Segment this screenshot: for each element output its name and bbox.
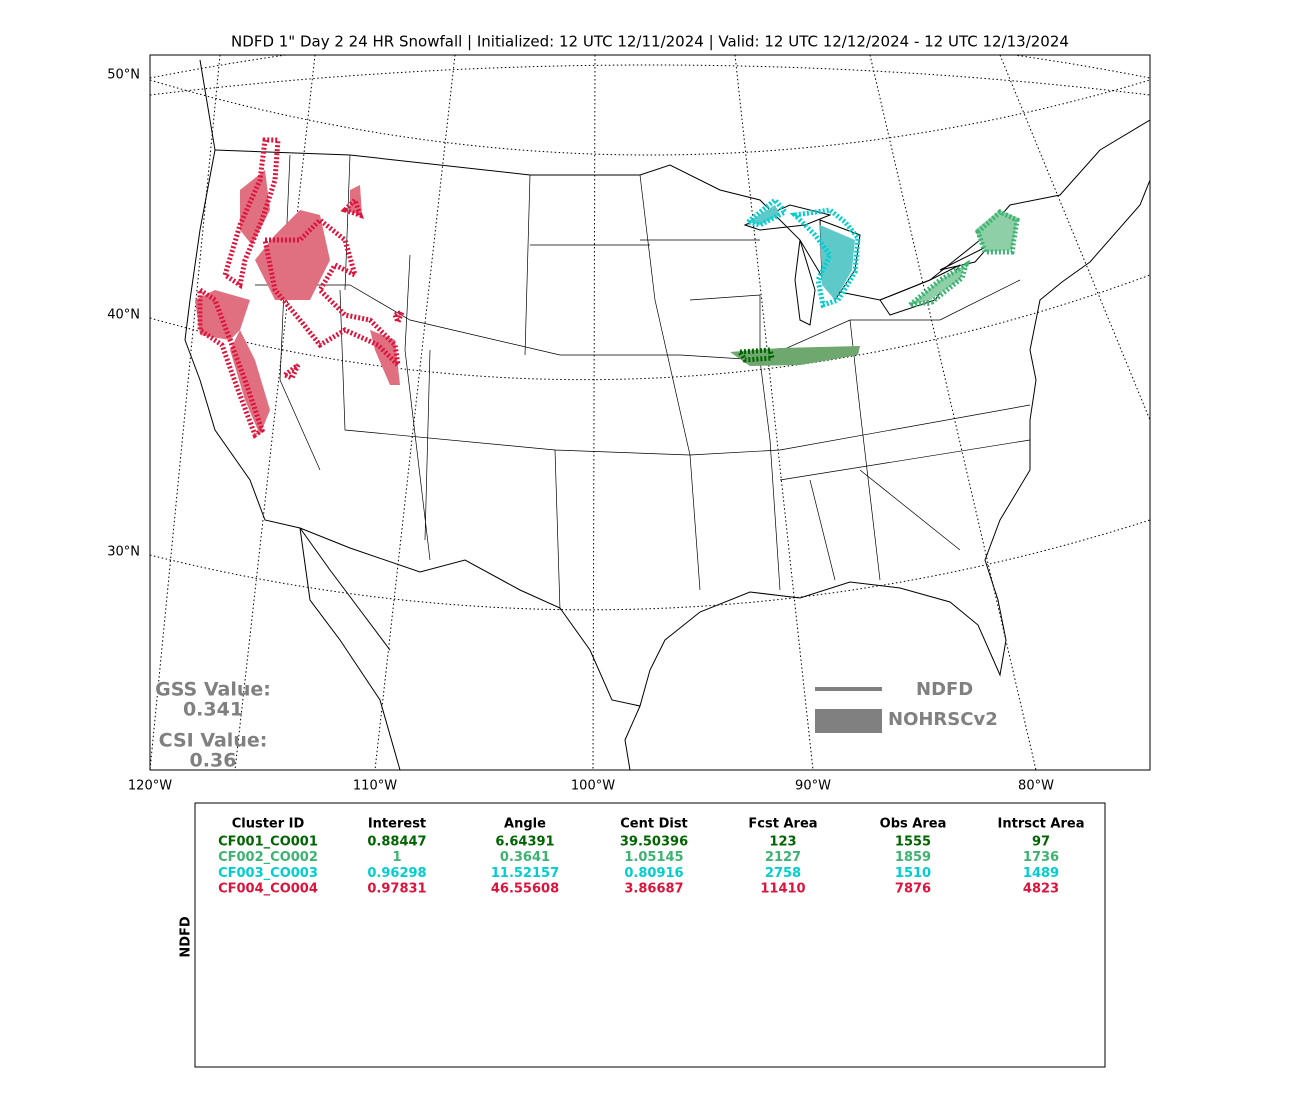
lat-line [150,519,1150,611]
fcst-cluster [901,209,1020,309]
table-cell: 0.3641 [500,850,550,865]
table-cell: 1489 [1023,866,1059,881]
lon-labels: 120°W 110°W 100°W 90°W 80°W [128,779,1054,794]
table-cell: 1510 [895,866,931,881]
gss-value: 0.341 [183,699,243,721]
table-cell: 1555 [895,835,931,850]
lat-labels: 50°N 40°N 30°N [107,68,140,560]
lat-label: 30°N [107,545,140,560]
obs-cluster [195,170,400,435]
table-cell: 0.88447 [367,835,426,850]
table-cell: 46.55608 [491,882,559,897]
lon-label: 100°W [571,779,615,794]
table-cell: CF001_CO001 [218,835,318,850]
table-cell: CF004_CO004 [218,882,318,897]
legend-patch [815,709,882,733]
lat-line [150,274,1150,381]
column-header: Angle [504,817,546,832]
map: 50°N 40°N 30°N 120°W 110°W 100°W 90°W 80°W GSS… [107,54,1151,794]
table-cell: 1 [392,850,401,865]
lat-line [150,64,1150,96]
lat-label: 50°N [107,68,140,83]
side-label: NDFD [179,916,194,958]
table-cell: 4823 [1023,882,1059,897]
mexico [299,527,641,770]
column-header: Fcst Area [748,817,817,832]
coastline [184,59,1150,707]
table-cell: 11.52157 [491,866,559,881]
table-body: Cluster ID Interest Angle Cent Dist Fcst Are… [218,817,1084,897]
lon-label: 120°W [128,779,172,794]
lat-label: 40°N [107,308,140,323]
gss-label: GSS Value: [155,679,271,701]
table-cell: CF003_CO003 [218,866,318,881]
column-header: Obs Area [880,817,947,832]
lon-label: 110°W [353,779,397,794]
column-header: Cent Dist [620,817,688,832]
table-cell: 39.50396 [620,835,688,850]
table-cell: 1859 [895,850,931,865]
column-header: Cluster ID [232,817,305,832]
clusters [195,137,1020,439]
table-cell: CF002_CO002 [218,850,318,865]
table-cell: 1.05145 [624,850,683,865]
table-cell: 2127 [765,850,801,865]
obs-cluster [748,205,855,300]
legend-label: NDFD [916,679,973,700]
legend: NDFD NOHRSCv2 [815,679,998,733]
scores: GSS Value: 0.341 CSI Value: 0.36 [155,679,271,772]
table-cell: 123 [769,835,796,850]
table-cell: 0.80916 [624,866,683,881]
csi-value: 0.36 [190,750,237,772]
table-cell: 97 [1032,835,1050,850]
table-cell: 0.97831 [367,882,426,897]
csi-label: CSI Value: [159,730,268,752]
fcst-cluster [742,196,861,309]
column-header: Interest [368,817,426,832]
fcst-cluster [197,137,407,439]
lon-line [999,55,1150,421]
table-cell: 7876 [895,882,931,897]
table-cell: 3.86687 [624,882,683,897]
title: NDFD 1" Day 2 24 HR Snowfall | Initializ… [231,33,1069,51]
table-cell: 11410 [760,882,805,897]
table-cell: 2758 [765,866,801,881]
table-cell: 1736 [1023,850,1059,865]
map-frame [149,54,1151,771]
obs-cluster [910,210,1018,305]
table: NDFD Cluster ID Interest Angle Cent Dist Fcs… [179,802,1106,1068]
lon-label: 90°W [795,779,831,794]
table-frame [194,802,1106,1068]
column-header: Intrsct Area [998,817,1085,832]
border [214,119,1150,301]
state-lines [255,154,1031,611]
legend-label: NOHRSCv2 [888,709,998,730]
table-cell: 0.96298 [367,866,426,881]
table-cell: 6.64391 [495,835,554,850]
graticule [150,55,1150,770]
lon-label: 80°W [1018,779,1054,794]
fcst-cluster [735,347,776,363]
